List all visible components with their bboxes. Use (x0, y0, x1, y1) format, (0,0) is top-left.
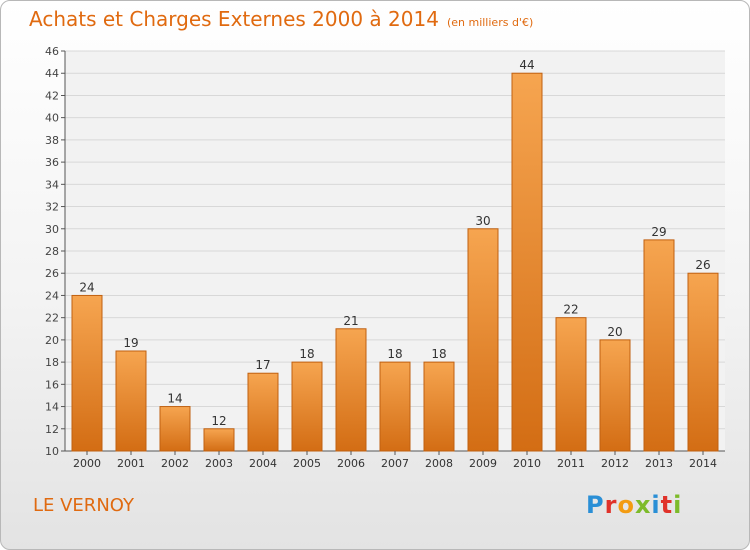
data-label: 22 (563, 303, 578, 317)
x-tick-label: 2007 (381, 457, 409, 470)
y-tick-label: 26 (45, 267, 59, 280)
data-label: 12 (211, 414, 226, 428)
y-tick-label: 36 (45, 156, 59, 169)
bar (379, 361, 411, 452)
data-label: 44 (519, 58, 534, 72)
data-label: 14 (167, 392, 182, 406)
logo-letter: i (673, 491, 683, 519)
y-tick-label: 24 (45, 289, 59, 302)
y-tick-label: 16 (45, 378, 59, 391)
y-tick-label: 32 (45, 201, 59, 214)
data-label: 21 (343, 314, 358, 328)
x-tick-label: 2011 (557, 457, 585, 470)
data-label: 18 (299, 347, 314, 361)
y-tick-label: 14 (45, 401, 59, 414)
location-label: LE VERNOY (33, 495, 134, 516)
bar (71, 294, 103, 452)
data-label: 17 (255, 358, 270, 372)
x-tick-label: 2006 (337, 457, 365, 470)
x-tick-label: 2014 (689, 457, 717, 470)
y-tick-label: 18 (45, 356, 59, 369)
data-label: 30 (475, 214, 490, 228)
x-tick-label: 2012 (601, 457, 629, 470)
data-label: 29 (651, 225, 666, 239)
data-label: 26 (695, 258, 710, 272)
y-tick-label: 42 (45, 89, 59, 102)
x-tick-label: 2009 (469, 457, 497, 470)
bar (247, 372, 279, 452)
x-tick-label: 2003 (205, 457, 233, 470)
x-tick-label: 2010 (513, 457, 541, 470)
bar (467, 228, 499, 452)
logo-letter: x (634, 491, 652, 519)
bar (643, 239, 675, 452)
title-text: Achats et Charges Externes 2000 à 2014 (29, 7, 439, 31)
y-tick-label: 34 (45, 178, 59, 191)
x-tick-label: 2001 (117, 457, 145, 470)
bar (335, 328, 367, 452)
bar (511, 72, 543, 452)
unit-label: (en milliers d'€) (446, 16, 534, 29)
data-label: 18 (387, 347, 402, 361)
x-tick-label: 2002 (161, 457, 189, 470)
y-tick-label: 22 (45, 312, 59, 325)
data-label: 20 (607, 325, 622, 339)
bar (115, 350, 147, 452)
chart-title: Achats et Charges Externes 2000 à 2014 (e… (29, 7, 533, 31)
x-tick-label: 2008 (425, 457, 453, 470)
data-label: 18 (431, 347, 446, 361)
y-tick-label: 10 (45, 445, 59, 458)
bar (291, 361, 323, 452)
bar (159, 406, 191, 452)
bar (203, 428, 235, 452)
y-tick-label: 20 (45, 334, 59, 347)
data-label: 19 (123, 336, 138, 350)
y-tick-label: 12 (45, 423, 59, 436)
y-tick-label: 30 (45, 223, 59, 236)
y-tick-label: 28 (45, 245, 59, 258)
x-tick-label: 2004 (249, 457, 277, 470)
logo-letter: r (604, 491, 618, 519)
y-tick-label: 40 (45, 112, 59, 125)
logo-letter: o (617, 491, 635, 519)
logo-letter: t (660, 491, 674, 519)
bar (555, 317, 587, 452)
logo-letter: P (586, 491, 605, 519)
y-tick-label: 44 (45, 67, 59, 80)
x-tick-label: 2000 (73, 457, 101, 470)
data-label: 24 (79, 280, 94, 294)
y-tick-label: 46 (45, 45, 59, 58)
x-tick-label: 2005 (293, 457, 321, 470)
proxiti-logo: Proxiti (586, 491, 682, 519)
logo-letter: i (651, 491, 661, 519)
y-tick-label: 38 (45, 134, 59, 147)
bar (687, 272, 719, 452)
bar (423, 361, 455, 452)
x-tick-label: 2013 (645, 457, 673, 470)
bar (599, 339, 631, 452)
